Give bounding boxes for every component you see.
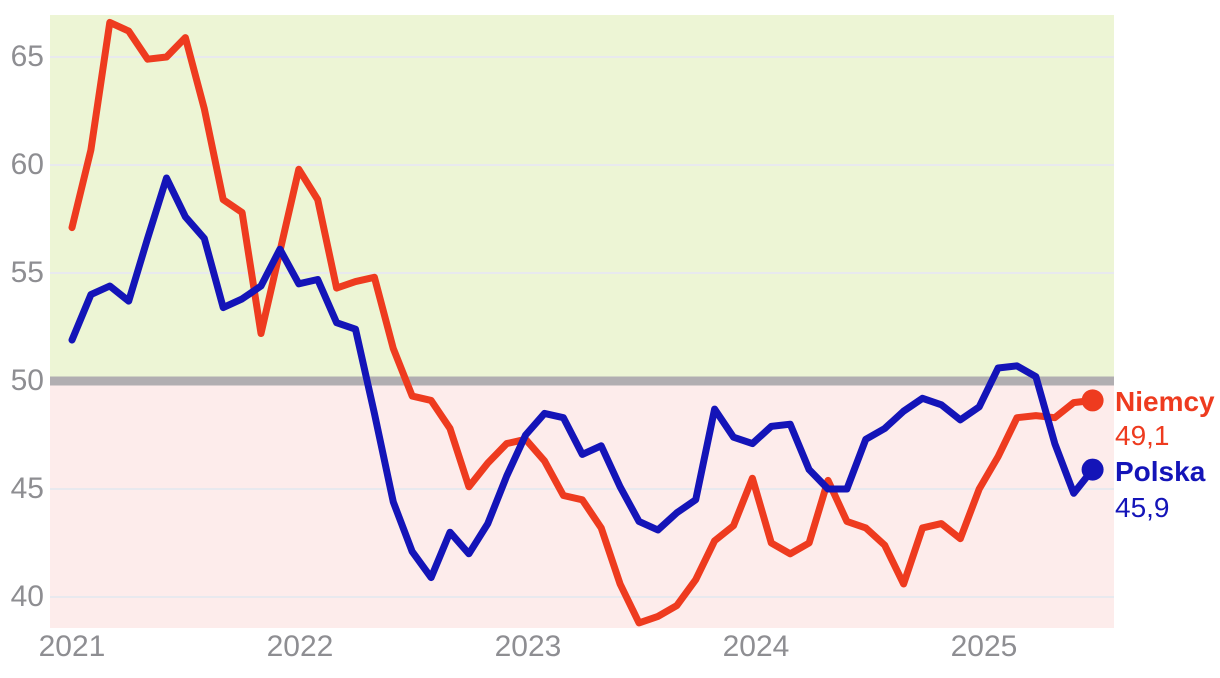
series-end-dots	[1081, 389, 1104, 481]
niemcy-series-value: 49,1	[1115, 420, 1170, 451]
reference-line-50	[50, 376, 1114, 386]
zone-below-50	[50, 385, 1114, 628]
background-zones	[50, 15, 1114, 628]
y-axis-label-45: 45	[10, 472, 44, 505]
polska-end-dot[interactable]	[1081, 458, 1104, 481]
niemcy-series-label: Niemcy	[1115, 386, 1215, 417]
polska-series-label: Polska	[1115, 456, 1206, 487]
x-axis-label-2024: 2024	[722, 630, 790, 663]
x-axis-label-2025: 2025	[950, 630, 1018, 663]
polska-series-value: 45,9	[1115, 492, 1170, 523]
niemcy-end-dot[interactable]	[1081, 389, 1104, 412]
x-axis-label-2023: 2023	[494, 630, 562, 663]
zone-above-50	[50, 15, 1114, 377]
y-axis-label-50: 50	[10, 364, 44, 397]
y-axis-label-40: 40	[10, 580, 44, 613]
polska-line[interactable]	[68, 174, 1097, 582]
y-axis-label-65: 65	[10, 40, 44, 73]
x-axis-label-2021: 2021	[38, 630, 106, 663]
gridlines	[50, 56, 1114, 598]
x-axis-label-2022: 2022	[266, 630, 334, 663]
y-axis-label-60: 60	[10, 148, 44, 181]
y-axis-label-55: 55	[10, 256, 44, 289]
series-lines	[68, 18, 1097, 627]
niemcy-line[interactable]	[68, 18, 1097, 627]
